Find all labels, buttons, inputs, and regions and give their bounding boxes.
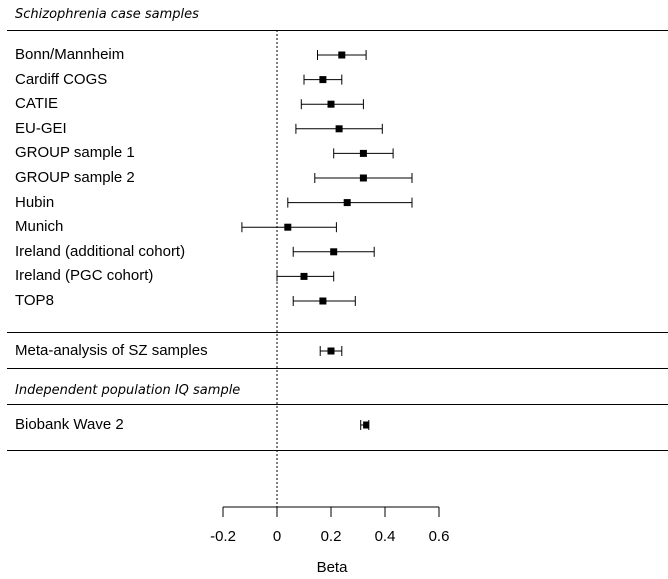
point-estimate bbox=[338, 51, 346, 59]
point-estimate bbox=[330, 248, 338, 256]
biobank-label: Biobank Wave 2 bbox=[15, 416, 124, 433]
study-label: Hubin bbox=[15, 193, 55, 211]
section-title-schizophrenia: Schizophrenia case samples bbox=[15, 7, 199, 22]
study-ci bbox=[276, 271, 335, 282]
study-ci bbox=[303, 74, 343, 85]
x-axis-title: Beta bbox=[316, 559, 348, 576]
biobank-ci bbox=[360, 420, 370, 430]
point-estimate bbox=[363, 421, 370, 429]
point-estimate bbox=[327, 100, 335, 108]
x-tick-label: 0.4 bbox=[374, 528, 396, 545]
study-ci bbox=[333, 148, 394, 159]
point-estimate bbox=[335, 125, 343, 133]
meta-analysis-ci bbox=[319, 346, 343, 356]
study-label: Ireland (additional cohort) bbox=[15, 242, 186, 260]
divider-population bbox=[7, 404, 668, 405]
point-estimate bbox=[300, 272, 308, 280]
point-estimate bbox=[359, 149, 367, 157]
study-ci bbox=[314, 173, 413, 183]
study-label: Ireland (PGC cohort) bbox=[15, 267, 154, 285]
study-ci bbox=[292, 246, 375, 257]
divider-meta-bottom bbox=[7, 368, 668, 369]
study-ci bbox=[292, 296, 356, 306]
study-label: Munich bbox=[15, 218, 64, 236]
study-ci bbox=[317, 50, 367, 60]
x-tick-label: 0 bbox=[272, 528, 282, 545]
study-label: Bonn/Mannheim bbox=[15, 46, 125, 63]
meta-analysis-label: Meta-analysis of SZ samples bbox=[15, 342, 208, 359]
study-label: EU-GEI bbox=[15, 119, 67, 137]
x-tick-label: 0.2 bbox=[320, 528, 342, 545]
study-label: Cardiff COGS bbox=[15, 70, 108, 88]
point-estimate bbox=[359, 174, 367, 182]
section-title-population: Independent population IQ sample bbox=[15, 383, 241, 398]
study-label: TOP8 bbox=[15, 292, 54, 309]
study-ci bbox=[241, 222, 337, 233]
study-ci bbox=[295, 123, 383, 134]
point-estimate bbox=[327, 347, 335, 355]
x-tick-label: 0.6 bbox=[428, 528, 450, 545]
point-estimate bbox=[343, 199, 351, 207]
study-label: GROUP sample 1 bbox=[15, 144, 135, 162]
study-label: CATIE bbox=[15, 95, 59, 113]
divider-meta-top bbox=[7, 332, 668, 333]
top-border bbox=[7, 30, 668, 31]
study-label: GROUP sample 2 bbox=[15, 169, 135, 186]
study-ci bbox=[287, 197, 413, 208]
bottom-border bbox=[7, 450, 668, 451]
x-tick-label: -0.2 bbox=[210, 528, 236, 545]
study-ci bbox=[300, 99, 364, 110]
point-estimate bbox=[284, 223, 292, 231]
point-estimate bbox=[319, 297, 327, 305]
point-estimate bbox=[319, 76, 327, 84]
